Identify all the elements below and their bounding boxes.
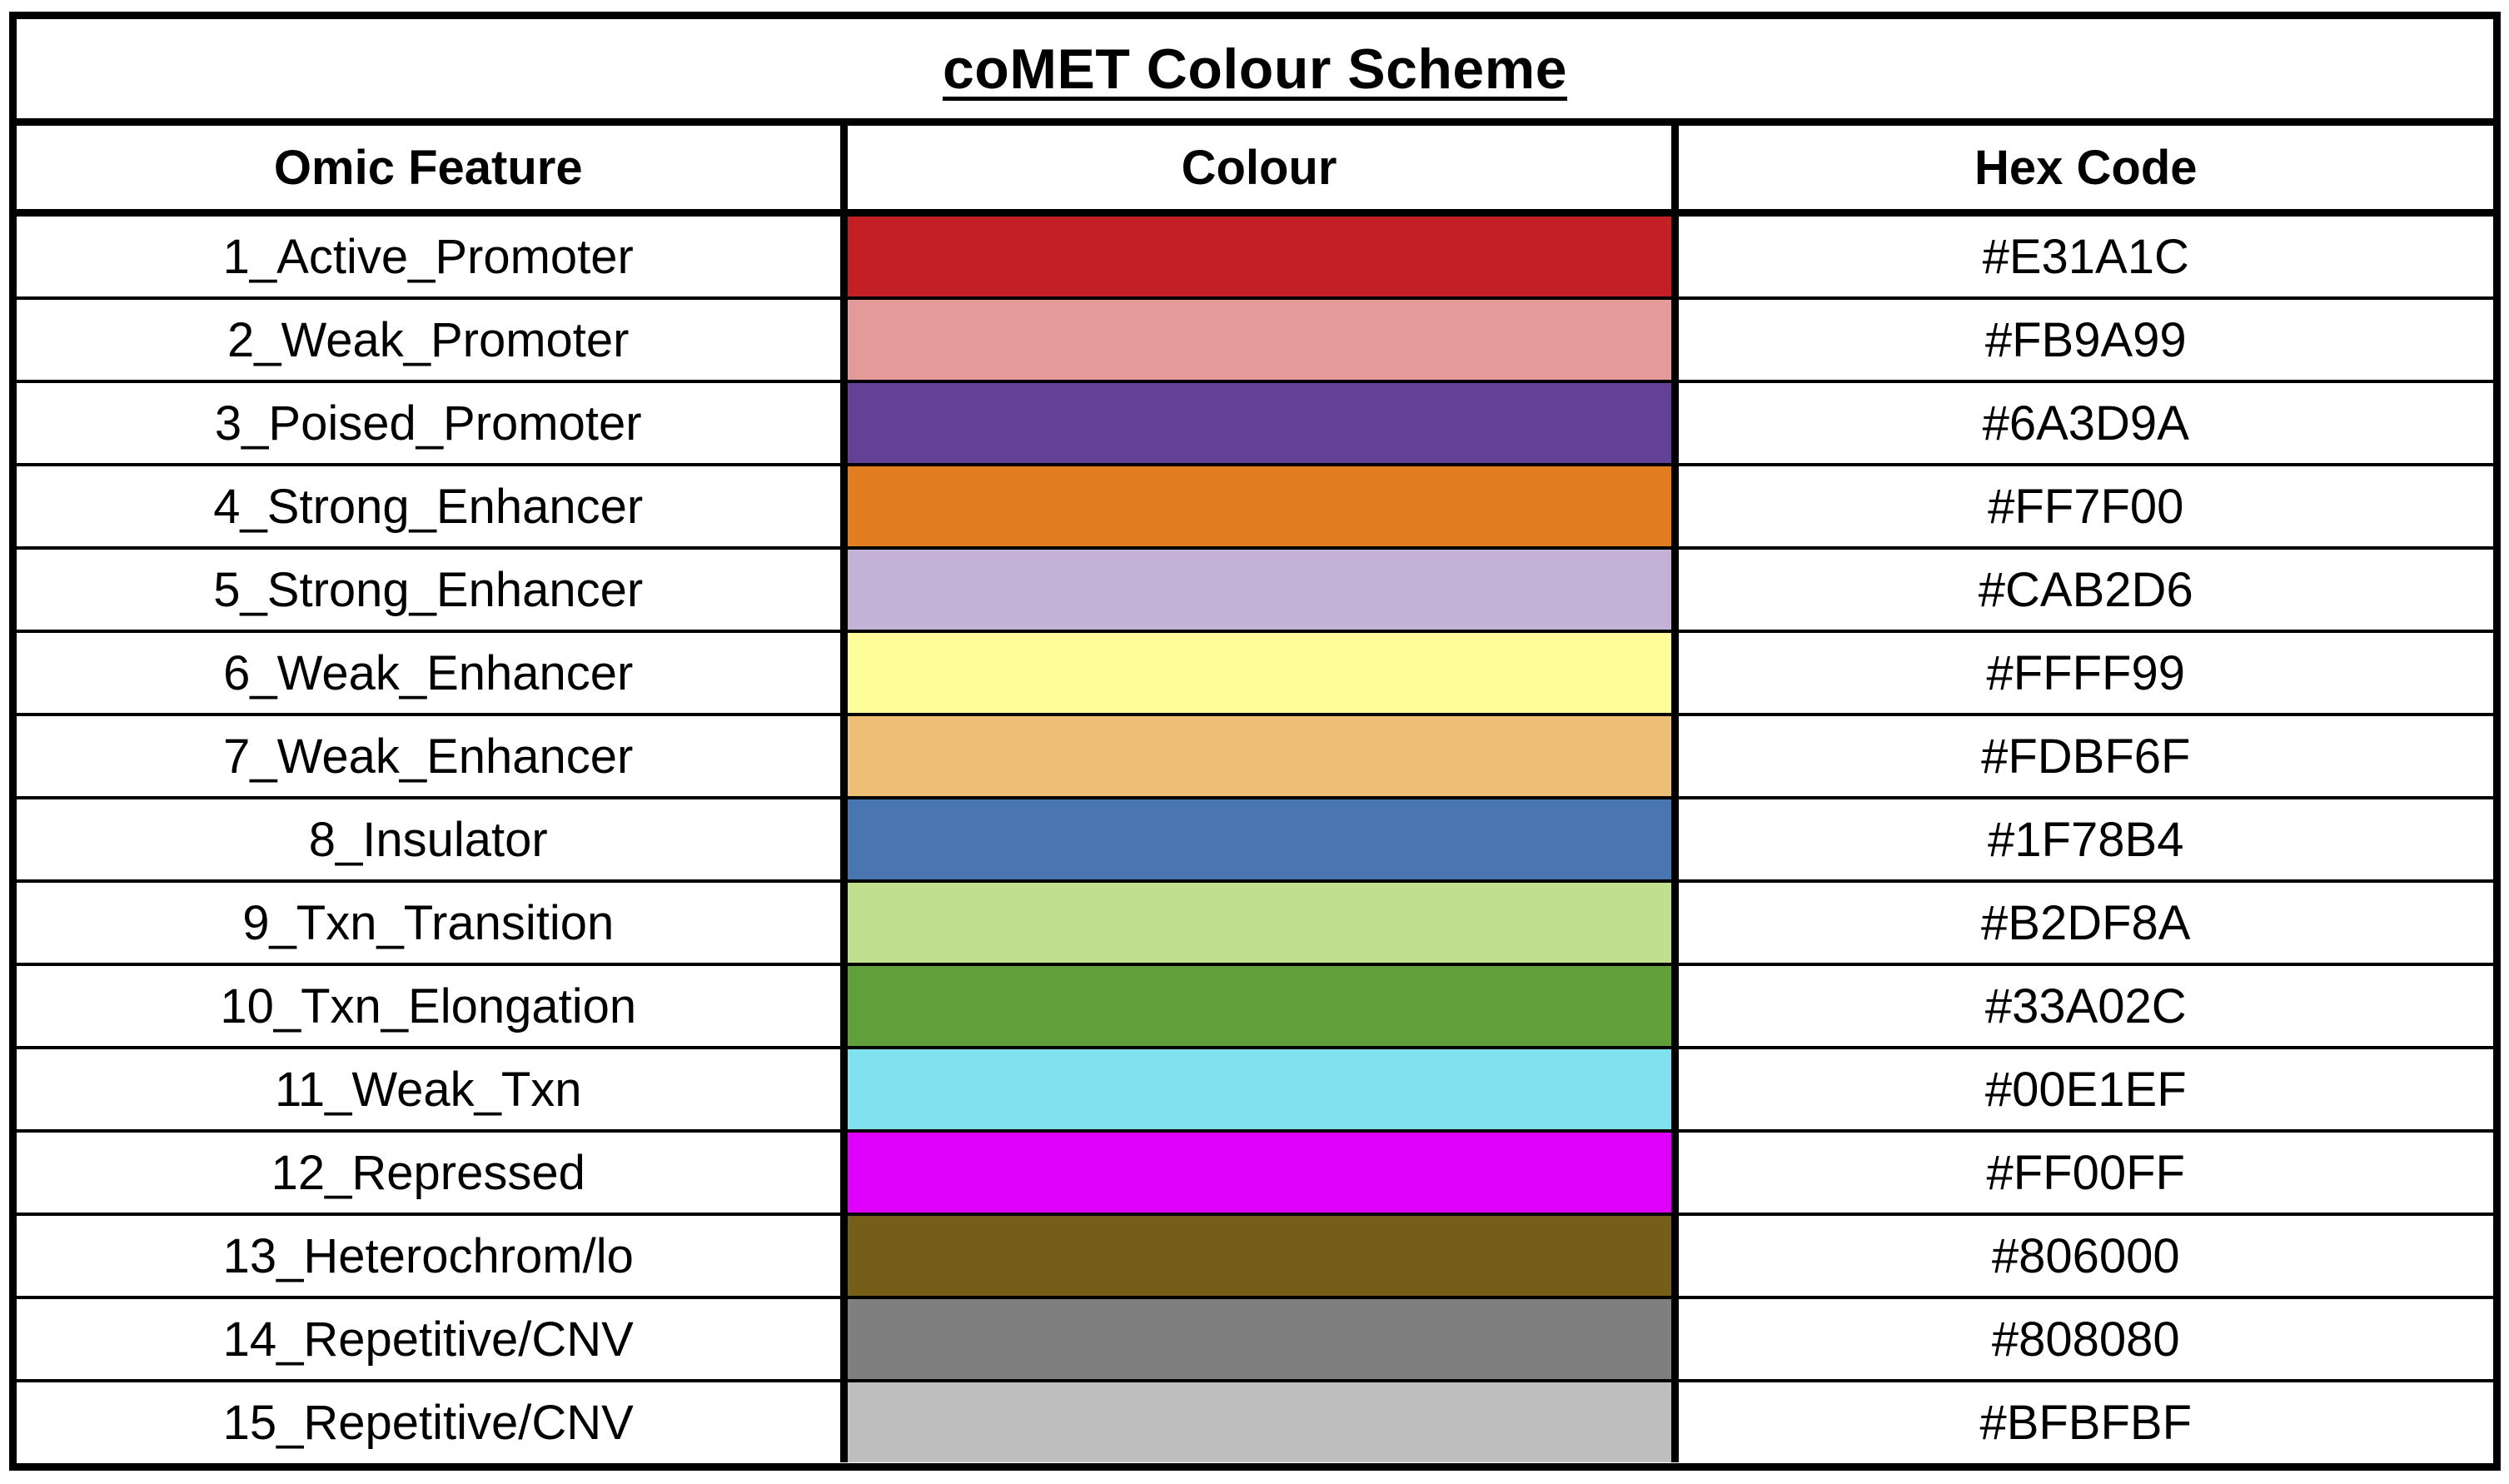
colour-cell <box>839 380 1675 465</box>
table-row: 7_Weak_Enhancer #FDBF6F <box>17 713 2493 798</box>
omic-feature-cell: 14_Repetitive/CNV <box>17 1296 844 1381</box>
omic-feature-cell: 2_Weak_Promoter <box>17 296 844 381</box>
colour-cell <box>839 1046 1675 1131</box>
header-colour: Colour <box>839 126 1675 217</box>
colour-cell <box>839 879 1675 964</box>
table-row: 4_Strong_Enhancer #FF7F00 <box>17 463 2493 548</box>
omic-feature-cell: 15_Repetitive/CNV <box>17 1379 844 1462</box>
colour-cell <box>839 713 1675 798</box>
colour-swatch <box>847 1299 1671 1379</box>
table-row: 12_Repressed #FF00FF <box>17 1129 2493 1214</box>
omic-feature-cell: 5_Strong_Enhancer <box>17 546 844 631</box>
table-row: 3_Poised_Promoter #6A3D9A <box>17 380 2493 465</box>
colour-cell <box>839 796 1675 881</box>
colour-swatch <box>847 1133 1671 1213</box>
colour-swatch <box>847 633 1671 713</box>
table-row: 11_Weak_Txn #00E1EF <box>17 1046 2493 1131</box>
colour-cell <box>839 546 1675 631</box>
colour-cell <box>839 1129 1675 1214</box>
omic-feature-cell: 11_Weak_Txn <box>17 1046 844 1131</box>
table-row: 14_Repetitive/CNV #808080 <box>17 1296 2493 1381</box>
colour-cell <box>839 1213 1675 1297</box>
hex-code-cell: #00E1EF <box>1670 1046 2493 1131</box>
header-hex-code: Hex Code <box>1670 126 2493 217</box>
colour-swatch <box>847 1382 1671 1462</box>
colour-swatch <box>847 1216 1671 1296</box>
hex-code-cell: #CAB2D6 <box>1670 546 2493 631</box>
colour-cell <box>839 630 1675 715</box>
hex-code-cell: #FF00FF <box>1670 1129 2493 1214</box>
colour-cell <box>839 963 1675 1048</box>
table-row: 15_Repetitive/CNV #BFBFBF <box>17 1379 2493 1462</box>
colour-cell <box>839 212 1675 298</box>
table-row: 9_Txn_Transition #B2DF8A <box>17 879 2493 964</box>
colour-cell <box>839 296 1675 381</box>
colour-cell <box>839 1296 1675 1381</box>
hex-code-cell: #806000 <box>1670 1213 2493 1297</box>
hex-code-cell: #FF7F00 <box>1670 463 2493 548</box>
colour-cell <box>839 1379 1675 1462</box>
omic-feature-cell: 6_Weak_Enhancer <box>17 630 844 715</box>
hex-code-cell: #FFFF99 <box>1670 630 2493 715</box>
table-row: 2_Weak_Promoter #FB9A99 <box>17 296 2493 381</box>
colour-swatch <box>847 1049 1671 1129</box>
table-row: 1_Active_Promoter #E31A1C <box>17 212 2493 298</box>
hex-code-cell: #FB9A99 <box>1670 296 2493 381</box>
table-body: 1_Active_Promoter #E31A1C 2_Weak_Promoter #… <box>17 212 2493 1462</box>
colour-cell <box>839 463 1675 548</box>
omic-feature-cell: 4_Strong_Enhancer <box>17 463 844 548</box>
table-row: 10_Txn_Elongation #33A02C <box>17 963 2493 1048</box>
header-row: Omic Feature Colour Hex Code <box>17 126 2493 217</box>
colour-swatch <box>847 883 1671 963</box>
omic-feature-cell: 12_Repressed <box>17 1129 844 1214</box>
omic-feature-cell: 10_Txn_Elongation <box>17 963 844 1048</box>
hex-code-cell: #B2DF8A <box>1670 879 2493 964</box>
colour-swatch <box>847 799 1671 879</box>
omic-feature-cell: 9_Txn_Transition <box>17 879 844 964</box>
title-row: coMET Colour Scheme <box>17 19 2493 126</box>
table-row: 5_Strong_Enhancer #CAB2D6 <box>17 546 2493 631</box>
hex-code-cell: #1F78B4 <box>1670 796 2493 881</box>
omic-feature-cell: 7_Weak_Enhancer <box>17 713 844 798</box>
table-row: 8_Insulator #1F78B4 <box>17 796 2493 881</box>
hex-code-cell: #E31A1C <box>1670 212 2493 298</box>
colour-swatch <box>847 966 1671 1046</box>
hex-code-cell: #BFBFBF <box>1670 1379 2493 1462</box>
hex-code-cell: #808080 <box>1670 1296 2493 1381</box>
omic-feature-cell: 3_Poised_Promoter <box>17 380 844 465</box>
colour-swatch <box>847 716 1671 796</box>
colour-scheme-sheet: coMET Colour Scheme Omic Feature Colour … <box>9 12 2501 1471</box>
table-row: 6_Weak_Enhancer #FFFF99 <box>17 630 2493 715</box>
omic-feature-cell: 1_Active_Promoter <box>222 229 634 284</box>
colour-swatch <box>847 383 1671 463</box>
page-title: coMET Colour Scheme <box>942 37 1568 101</box>
header-omic-feature: Omic Feature <box>17 126 844 217</box>
table-row: 13_Heterochrom/lo #806000 <box>17 1213 2493 1297</box>
omic-feature-cell: 8_Insulator <box>17 796 844 881</box>
colour-swatch <box>847 466 1671 546</box>
colour-swatch <box>847 300 1671 380</box>
colour-scheme-table: Omic Feature Colour Hex Code 1_Active_Pr… <box>17 126 2493 1462</box>
omic-feature-cell: 13_Heterochrom/lo <box>17 1213 844 1297</box>
hex-code-cell: #33A02C <box>1670 963 2493 1048</box>
hex-code-cell: #6A3D9A <box>1670 380 2493 465</box>
hex-code-cell: #FDBF6F <box>1670 713 2493 798</box>
colour-swatch <box>847 217 1671 296</box>
colour-swatch <box>847 550 1671 630</box>
